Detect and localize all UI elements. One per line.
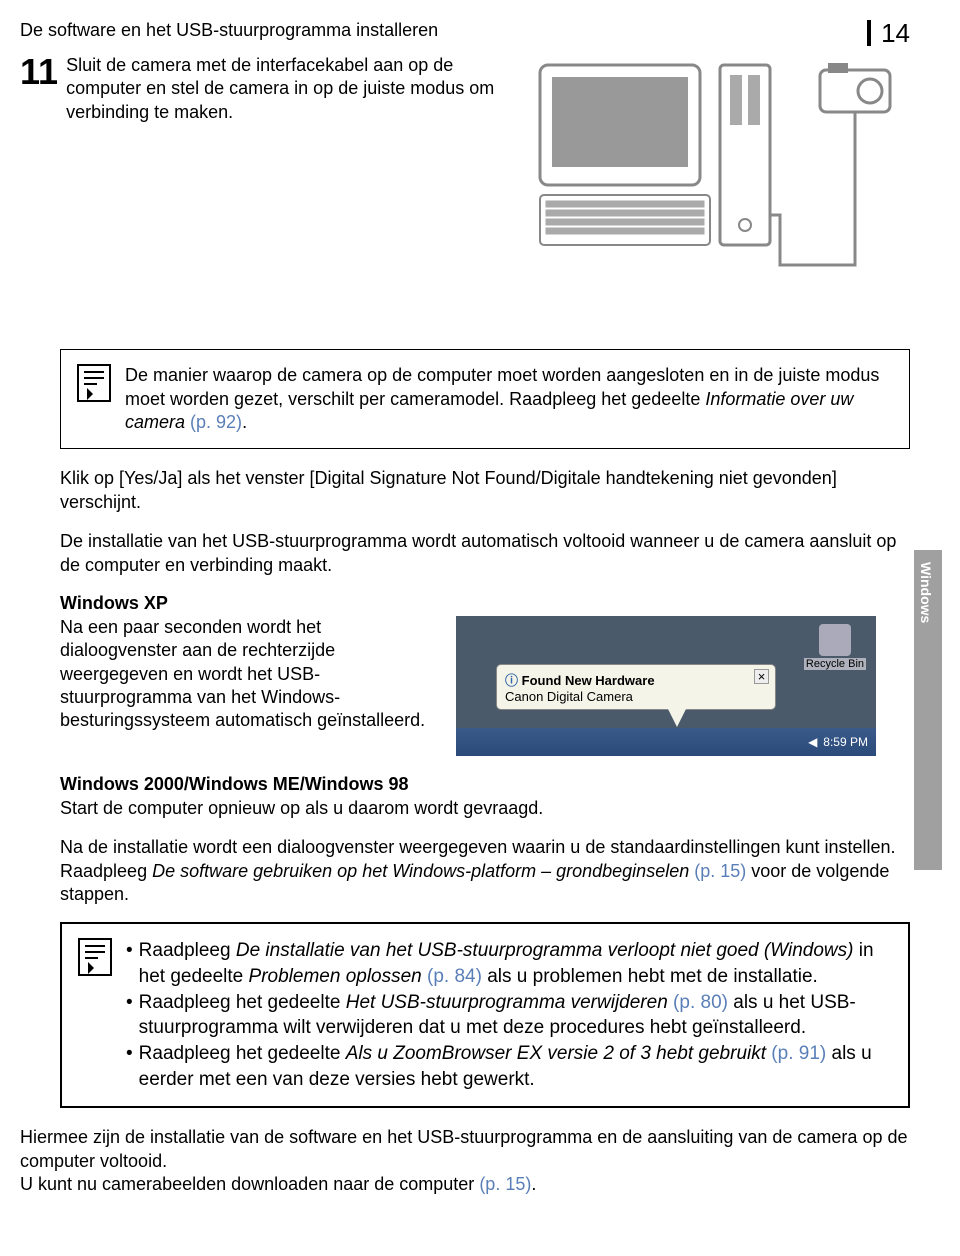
heading-windows-xp: Windows XP bbox=[60, 593, 910, 614]
heading-windows-2000: Windows 2000/Windows ME/Windows 98 bbox=[60, 774, 910, 795]
recycle-bin-icon bbox=[819, 624, 851, 656]
step-text: Sluit de camera met de interfacekabel aa… bbox=[66, 54, 496, 124]
page-ref-84: (p. 84) bbox=[422, 966, 482, 987]
taskbar-time: 8:59 PM bbox=[823, 735, 868, 749]
windows-xp-text: Na een paar seconden wordt het dialoogve… bbox=[60, 616, 440, 733]
page-ref-15a: (p. 15) bbox=[689, 861, 746, 881]
balloon-title: Found New Hardware bbox=[522, 673, 655, 688]
page-ref-15b: (p. 15) bbox=[479, 1174, 531, 1194]
page-number: 14 bbox=[867, 20, 910, 46]
note-icon bbox=[78, 938, 112, 976]
note-box-camera-info: De manier waarop de camera op de compute… bbox=[60, 349, 910, 449]
note-icon bbox=[77, 364, 111, 402]
windows-xp-screenshot: Recycle Bin ⓘ Found New Hardware × Canon… bbox=[456, 616, 876, 756]
recycle-bin-label: Recycle Bin bbox=[804, 658, 866, 670]
final-paragraph: Hiermee zijn de installatie van de softw… bbox=[20, 1126, 910, 1196]
side-tab-windows: Windows bbox=[914, 550, 942, 870]
windows-2000-text: Start de computer opnieuw op als u daaro… bbox=[60, 797, 910, 820]
para-digital-signature: Klik op [Yes/Ja] als het venster [Digita… bbox=[60, 467, 910, 514]
balloon-body: Canon Digital Camera bbox=[505, 689, 767, 704]
bullet-list: • Raadpleeg De installatie van het USB-s… bbox=[126, 938, 892, 1092]
section-title: De software en het USB-stuurprogramma in… bbox=[20, 20, 438, 41]
page-ref-91: (p. 91) bbox=[766, 1043, 826, 1064]
para-after-install: Na de installatie wordt een dialoogvenst… bbox=[60, 836, 910, 906]
taskbar: ◀ 8:59 PM bbox=[456, 728, 876, 756]
page-ref-92: (p. 92) bbox=[185, 412, 242, 432]
page-ref-80: (p. 80) bbox=[668, 992, 728, 1013]
step-number: 11 bbox=[20, 54, 58, 90]
para-auto-install: De installatie van het USB-stuurprogramm… bbox=[60, 530, 910, 577]
balloon-close-icon: × bbox=[754, 669, 769, 684]
note-box-troubleshoot: • Raadpleeg De installatie van het USB-s… bbox=[60, 922, 910, 1108]
found-hardware-balloon: ⓘ Found New Hardware × Canon Digital Cam… bbox=[496, 664, 776, 710]
info-icon: ⓘ bbox=[505, 673, 518, 688]
connection-illustration bbox=[520, 55, 900, 275]
note-text: De manier waarop de camera op de compute… bbox=[125, 364, 893, 434]
